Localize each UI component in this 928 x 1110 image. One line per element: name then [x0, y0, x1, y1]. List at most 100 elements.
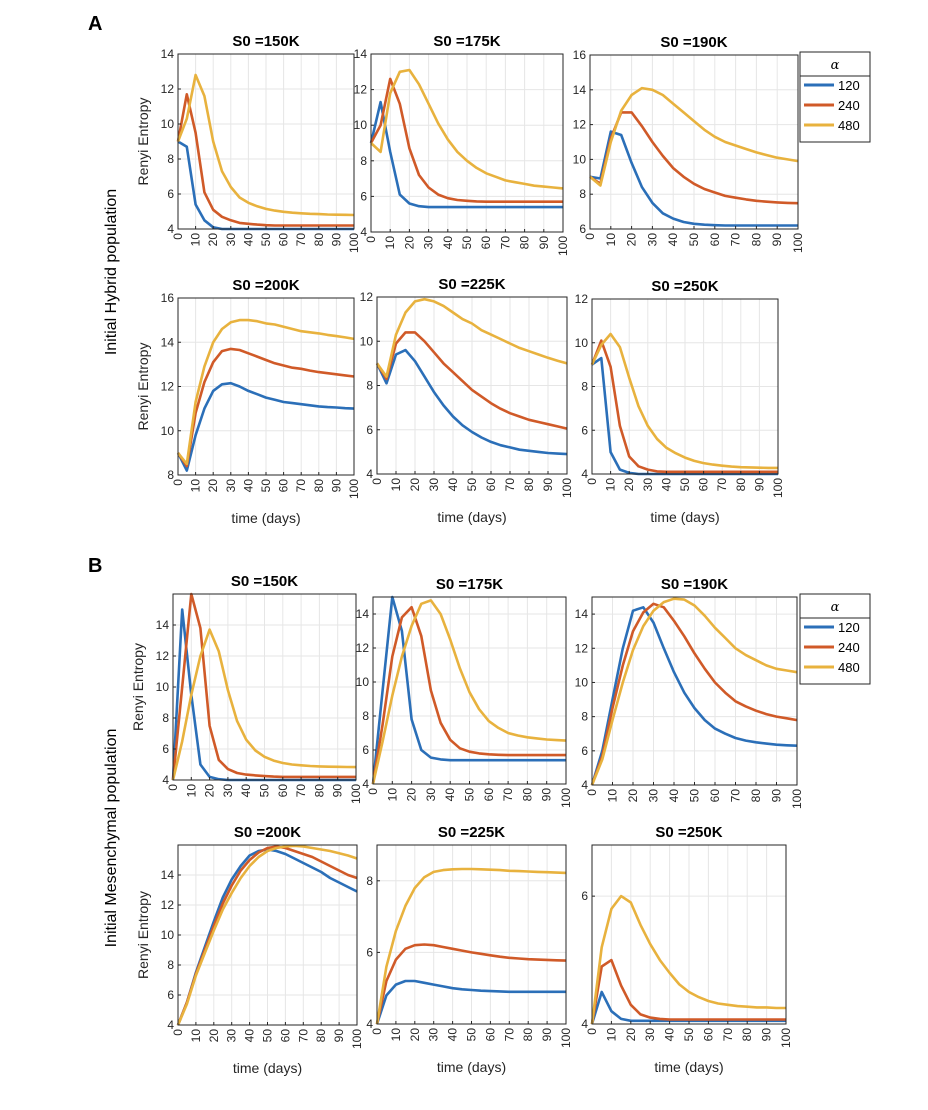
x-tick-label: 100: [347, 233, 361, 253]
x-tick-label: 20: [624, 1028, 638, 1042]
x-tick-label: 20: [402, 236, 416, 250]
subplot-title: S0 =190K: [661, 576, 728, 593]
x-tick-label: 70: [294, 479, 308, 493]
x-tick-label: 20: [207, 1029, 221, 1043]
subplot-11: 0 10 20 30 40 50 60 70 80 90 100 4 6 8 S0 =225K time (d…: [366, 824, 573, 1075]
series-line-240: [176, 347, 355, 468]
y-tick-label: 16: [573, 48, 587, 62]
x-tick-label: 10: [606, 789, 620, 803]
x-tick-label: 0: [171, 479, 185, 486]
series-line-480: [590, 332, 778, 470]
x-tick-label: 60: [276, 784, 290, 798]
x-tick-label: 10: [604, 478, 618, 492]
x-tick-label: 80: [734, 478, 748, 492]
x-tick-label: 90: [770, 789, 784, 803]
x-tick-label: 70: [715, 478, 729, 492]
y-tick-label: 12: [354, 83, 368, 97]
x-tick-label: 30: [643, 1028, 657, 1042]
x-tick-label: 30: [427, 478, 441, 492]
x-tick-label: 10: [604, 233, 618, 247]
y-tick-label: 12: [161, 898, 175, 912]
y-tick-label: 10: [356, 675, 370, 689]
series-line-480: [590, 597, 798, 786]
x-tick-label: 0: [585, 478, 599, 485]
y-tick-label: 10: [354, 118, 368, 132]
x-axis-label: time (days): [650, 509, 719, 525]
y-tick-label: 8: [581, 710, 588, 724]
series-line-480: [371, 599, 567, 785]
series-line-240: [590, 602, 798, 786]
y-tick-label: 12: [356, 641, 370, 655]
series-line-120: [375, 348, 568, 456]
y-tick-label: 6: [162, 742, 169, 756]
y-tick-label: 10: [161, 117, 175, 131]
y-tick-label: 4: [581, 1017, 588, 1031]
y-tick-label: 10: [575, 336, 589, 350]
x-tick-label: 80: [312, 233, 326, 247]
x-tick-label: 50: [259, 479, 273, 493]
x-tick-label: 60: [277, 233, 291, 247]
x-tick-label: 40: [243, 1029, 257, 1043]
subplot-3: 0 10 20 30 40 50 60 70 80 90 100 6 8 10 12 14 16 S0 =190K: [573, 34, 805, 253]
x-tick-label: 100: [771, 478, 785, 498]
y-tick-label: 14: [156, 618, 170, 632]
legends-container: α 120 240 480 α 120 240 480: [799, 51, 871, 685]
x-tick-label: 80: [518, 236, 532, 250]
x-tick-label: 70: [501, 788, 515, 802]
series-line-240: [375, 943, 567, 1025]
x-tick-label: 100: [349, 784, 363, 804]
legend-title: α: [831, 600, 840, 615]
x-tick-label: 100: [559, 788, 573, 808]
y-tick-label: 6: [579, 222, 586, 236]
x-tick-label: 70: [721, 1028, 735, 1042]
y-tick-label: 8: [162, 711, 169, 725]
y-tick-label: 8: [366, 874, 373, 888]
x-tick-label: 40: [443, 788, 457, 802]
y-axis-label: Renyi Entropy: [135, 98, 151, 186]
x-tick-label: 10: [189, 1029, 203, 1043]
x-tick-label: 90: [332, 1029, 346, 1043]
x-tick-label: 50: [259, 233, 273, 247]
x-tick-label: 50: [465, 1028, 479, 1042]
y-tick-label: 12: [575, 641, 589, 655]
series-line-240: [369, 77, 563, 203]
x-axis-label: time (days): [437, 509, 506, 525]
x-tick-label: 0: [171, 233, 185, 240]
x-tick-label: 20: [408, 478, 422, 492]
x-tick-label: 40: [441, 236, 455, 250]
y-tick-label: 4: [167, 1018, 174, 1032]
subplot-title: S0 =250K: [655, 824, 722, 841]
x-tick-label: 0: [370, 478, 384, 485]
y-tick-label: 10: [573, 152, 587, 166]
y-axis-label: Renyi Entropy: [135, 891, 151, 979]
subplot-title: S0 =200K: [232, 277, 299, 294]
x-tick-label: 40: [667, 789, 681, 803]
subplot-title: S0 =225K: [438, 276, 505, 293]
row-label-mesenchymal: Initial Mesenchymal population: [103, 729, 120, 948]
legend-box: [799, 51, 871, 143]
x-tick-label: 90: [331, 784, 345, 798]
y-tick-label: 14: [575, 607, 589, 621]
x-tick-label: 40: [659, 478, 673, 492]
x-tick-label: 10: [604, 1028, 618, 1042]
subplot-title: S0 =150K: [232, 33, 299, 50]
x-tick-label: 80: [749, 789, 763, 803]
x-tick-label: 70: [729, 789, 743, 803]
x-tick-label: 90: [760, 1028, 774, 1042]
y-tick-label: 6: [581, 744, 588, 758]
x-tick-label: 30: [427, 1028, 441, 1042]
series-line-480: [375, 297, 568, 378]
y-tick-label: 10: [156, 680, 170, 694]
x-tick-label: 0: [364, 236, 378, 243]
y-tick-label: 6: [360, 189, 367, 203]
x-tick-label: 20: [405, 788, 419, 802]
y-tick-label: 8: [362, 709, 369, 723]
subplot-title: S0 =200K: [234, 824, 301, 841]
x-tick-label: 0: [171, 1029, 185, 1036]
series-line-480: [589, 86, 799, 187]
x-tick-label: 70: [294, 784, 308, 798]
x-tick-label: 70: [294, 233, 308, 247]
x-tick-label: 10: [189, 233, 203, 247]
y-axis-label: Renyi Entropy: [135, 343, 151, 431]
x-tick-label: 0: [583, 233, 597, 240]
